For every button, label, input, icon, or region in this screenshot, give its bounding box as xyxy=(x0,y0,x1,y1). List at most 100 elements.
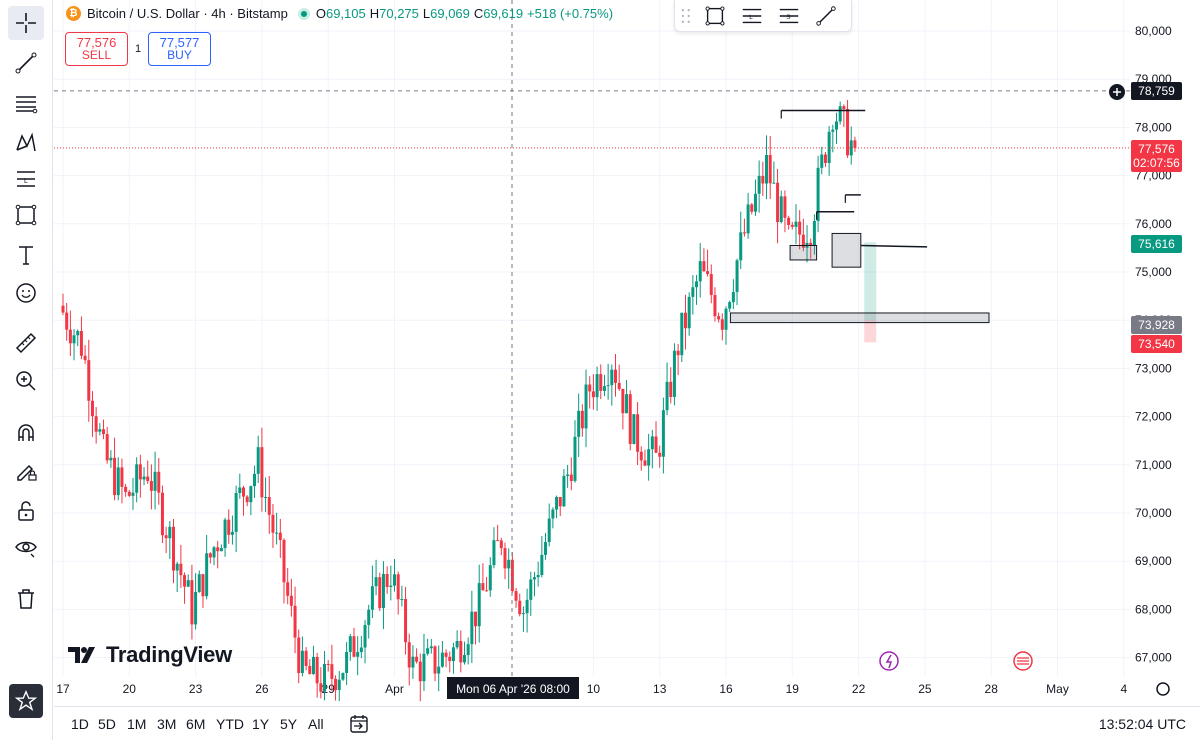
candle-body xyxy=(440,652,444,667)
candle-body xyxy=(551,509,555,519)
close-key: C xyxy=(473,6,484,21)
lock-drawings-tool[interactable] xyxy=(8,454,44,488)
favorite-rectangle-button[interactable] xyxy=(703,3,728,29)
candle-body xyxy=(724,308,728,330)
trend-line-icon xyxy=(15,52,37,74)
watchlist-star-button[interactable] xyxy=(9,684,43,718)
emoji-tool[interactable] xyxy=(8,276,44,310)
range-ytd[interactable]: YTD xyxy=(216,716,244,732)
candle-body xyxy=(503,548,507,569)
candle-body xyxy=(172,526,175,571)
order-quantity[interactable]: 1 xyxy=(134,43,142,55)
candle-body xyxy=(643,460,647,466)
candle-body xyxy=(761,175,765,184)
trend-line-tool[interactable] xyxy=(8,46,44,80)
candle-body xyxy=(175,563,179,571)
range-all[interactable]: All xyxy=(308,716,324,732)
shapes-tool[interactable] xyxy=(8,198,44,232)
candle-body xyxy=(271,514,275,533)
crosshair-tool[interactable] xyxy=(8,6,44,40)
visibility-tool[interactable] xyxy=(8,530,44,564)
short-position-icon: S xyxy=(780,8,799,23)
candle-body xyxy=(691,287,695,297)
candle-body xyxy=(510,559,514,592)
lock-tool[interactable] xyxy=(8,494,44,528)
candle-body xyxy=(113,457,117,496)
magnet-icon xyxy=(18,424,34,441)
y-tick-label: 77,000 xyxy=(1135,169,1172,183)
candle-body xyxy=(289,595,293,606)
text-tool[interactable] xyxy=(8,238,44,272)
candle-body xyxy=(580,410,584,429)
long-position-icon: L xyxy=(17,171,35,187)
candle-body xyxy=(474,611,478,627)
favorite-short-position-button[interactable]: S xyxy=(777,3,802,29)
sell-label: SELL xyxy=(81,48,112,62)
pattern-tool[interactable] xyxy=(8,126,44,160)
remove-drawings-tool[interactable] xyxy=(8,582,44,616)
candle-body xyxy=(466,644,470,656)
range-3m[interactable]: 3M xyxy=(157,716,177,732)
range-1m[interactable]: 1M xyxy=(127,716,147,732)
y-tick-label: 73,000 xyxy=(1135,361,1172,375)
candle-body xyxy=(477,583,481,627)
range-5y[interactable]: 5Y xyxy=(280,716,298,732)
candle-body xyxy=(823,154,827,164)
zoom-in-icon xyxy=(16,371,36,391)
candle-body xyxy=(234,492,238,532)
range-1d[interactable]: 1D xyxy=(71,716,89,732)
candle-body xyxy=(345,651,349,673)
candle-body xyxy=(300,650,304,674)
candle-body xyxy=(584,384,588,429)
candle-body xyxy=(735,260,739,292)
candle-body xyxy=(853,140,857,148)
candle-body xyxy=(525,599,529,614)
candle-body xyxy=(241,487,245,497)
zone-price-value: 73,928 xyxy=(1138,318,1175,332)
trend-line-icon xyxy=(816,5,837,26)
favorite-long-position-button[interactable]: L xyxy=(740,3,765,29)
candle-body xyxy=(547,518,551,543)
sell-button[interactable]: 77,576 SELL xyxy=(65,32,128,66)
chart-canvas[interactable]: 80,00079,00078,00077,00076,00075,00074,0… xyxy=(54,0,1200,706)
utc-clock[interactable]: 13:52:04 UTC xyxy=(1098,716,1186,732)
price-chart[interactable]: 80,00079,00078,00077,00076,00075,00074,0… xyxy=(54,0,1200,706)
fib-tool[interactable] xyxy=(8,86,44,120)
range-1y[interactable]: 1Y xyxy=(252,716,270,732)
candle-body xyxy=(267,496,271,515)
symbol-title[interactable]: Bitcoin / U.S. Dollar · 4h · Bitstamp xyxy=(87,6,288,21)
candle-body xyxy=(606,385,610,387)
candle-body xyxy=(801,234,805,248)
candle-body xyxy=(650,436,654,450)
drag-handle-icon[interactable] xyxy=(681,7,691,25)
candle-body xyxy=(407,642,411,668)
zoom-tool[interactable] xyxy=(8,364,44,398)
favorite-trend-line-button[interactable] xyxy=(814,3,839,29)
candle-body xyxy=(731,291,735,303)
candle-body xyxy=(566,474,570,476)
tradingview-logo[interactable]: TradingView xyxy=(68,642,232,668)
candle-body xyxy=(757,175,761,194)
change-value: +518 (+0.75%) xyxy=(527,6,614,21)
high-value: 70,275 xyxy=(379,6,419,21)
buy-button[interactable]: 77,577 BUY xyxy=(148,32,211,66)
candle-body xyxy=(485,590,489,592)
candle-body xyxy=(831,129,835,132)
magnet-tool[interactable] xyxy=(8,416,44,450)
candle-body xyxy=(680,312,684,356)
candle-body xyxy=(492,540,496,566)
candle-body xyxy=(838,106,842,122)
range-6m[interactable]: 6M xyxy=(186,716,206,732)
measure-tool[interactable] xyxy=(8,326,44,360)
candle-body xyxy=(481,583,485,591)
range-5d[interactable]: 5D xyxy=(98,716,116,732)
candle-body xyxy=(356,652,360,657)
candle-body xyxy=(636,414,640,452)
candle-body xyxy=(625,394,629,414)
goto-date-icon[interactable] xyxy=(348,713,370,735)
last-price-value: 77,576 xyxy=(1138,142,1175,156)
y-tick-label: 80,000 xyxy=(1135,24,1172,38)
forecast-tool[interactable]: L xyxy=(8,162,44,196)
candle-body xyxy=(323,664,327,692)
eye-icon xyxy=(15,541,37,558)
